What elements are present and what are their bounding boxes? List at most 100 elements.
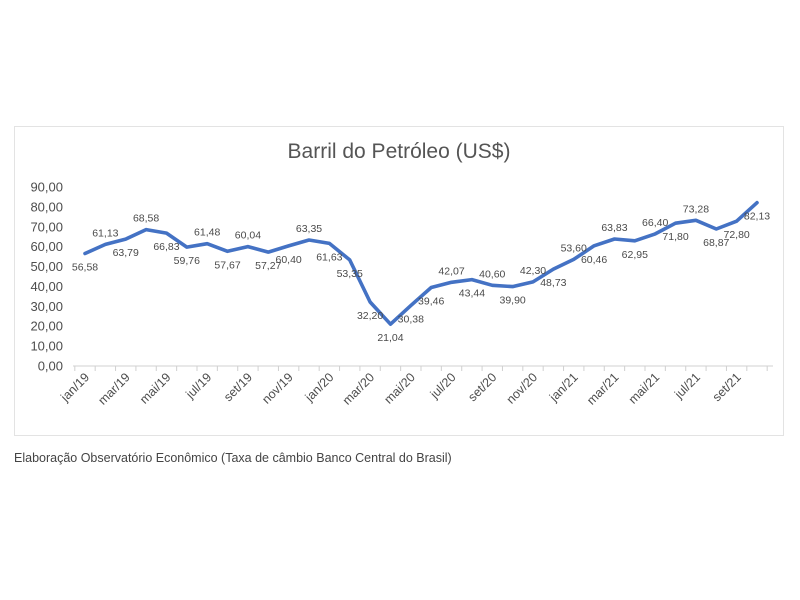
series-line-group <box>83 200 759 326</box>
data-point <box>185 245 189 249</box>
chart-caption: Elaboração Observatório Econômico (Taxa … <box>14 451 452 465</box>
data-point <box>165 231 168 235</box>
data-point <box>83 252 87 255</box>
data-point <box>368 300 372 304</box>
data-label: 30,38 <box>398 314 424 326</box>
x-tick-label: mai/19 <box>137 370 173 406</box>
data-point <box>735 220 738 223</box>
data-point <box>267 250 270 254</box>
data-point <box>491 284 494 287</box>
y-tick-label: 50,00 <box>30 259 63 274</box>
data-point <box>572 258 575 261</box>
data-label: 68,58 <box>133 213 159 225</box>
y-tick-label: 80,00 <box>30 199 63 214</box>
data-point <box>144 228 148 231</box>
data-point <box>694 219 698 222</box>
data-label: 61,48 <box>194 227 220 239</box>
data-label: 72,80 <box>723 229 749 241</box>
x-tick-label: jul/21 <box>671 370 703 402</box>
x-tick-label: jan/20 <box>302 370 337 405</box>
data-point <box>674 221 677 225</box>
data-point <box>715 227 718 231</box>
x-tick-label: set/21 <box>710 370 744 404</box>
y-axis: 0,00 10,00 20,00 30,00 40,00 50,00 60,00 70,00 8… <box>30 180 63 374</box>
y-tick-label: 90,00 <box>30 180 63 195</box>
data-label: 71,80 <box>662 231 688 243</box>
chart-svg: Barril do Petróleo (US$) 0,00 10,00 20,00 3… <box>30 140 773 408</box>
data-point <box>531 280 535 284</box>
x-tick-label: set/19 <box>221 370 255 404</box>
data-label: 43,44 <box>459 288 485 300</box>
data-label: 42,30 <box>520 265 546 277</box>
chart-title: Barril do Petróleo (US$) <box>288 140 511 163</box>
x-tick-label: jul/20 <box>427 370 459 402</box>
data-label: 63,83 <box>601 222 627 234</box>
y-tick-label: 10,00 <box>30 339 63 354</box>
x-tick-label: mai/21 <box>626 370 662 406</box>
data-point <box>755 201 759 204</box>
data-label: 61,13 <box>92 227 118 239</box>
y-tick-label: 0,00 <box>38 359 63 374</box>
data-labels-group: 56,58 61,13 63,79 68,58 66,83 59,76 61,48 57,67… <box>72 203 770 344</box>
data-point <box>328 242 331 245</box>
data-label: 57,67 <box>214 259 240 271</box>
data-point <box>307 238 311 242</box>
data-label: 48,73 <box>540 277 566 289</box>
data-label: 73,28 <box>683 203 709 215</box>
data-label: 39,90 <box>499 295 525 307</box>
x-tick-label: mar/19 <box>95 370 132 407</box>
data-label: 59,76 <box>174 255 200 267</box>
data-point <box>104 243 107 246</box>
y-tick-label: 40,00 <box>30 279 63 294</box>
data-label: 66,83 <box>153 241 179 253</box>
data-point <box>552 267 555 271</box>
data-label: 56,58 <box>72 261 98 273</box>
x-tick-label: jul/19 <box>183 370 215 402</box>
chart-frame: Barril do Petróleo (US$) 0,00 10,00 20,00 3… <box>14 126 784 436</box>
y-tick-label: 20,00 <box>30 319 63 334</box>
y-tick-label: 30,00 <box>30 299 63 314</box>
x-tick-label: jan/19 <box>57 370 92 405</box>
series-line <box>83 200 759 326</box>
x-axis: jan/19 mar/19 mai/19 jul/19 set/19 nov/19 jan/… <box>57 365 773 408</box>
data-point <box>653 232 657 236</box>
data-label: 60,40 <box>275 254 301 266</box>
x-tick-label: mar/20 <box>340 370 377 407</box>
data-point <box>511 285 514 288</box>
data-label: 57,27 <box>255 260 281 272</box>
data-label: 68,87 <box>703 237 729 249</box>
data-point <box>287 244 290 248</box>
data-label: 60,46 <box>581 254 607 266</box>
data-point <box>470 278 474 281</box>
data-label: 21,04 <box>377 332 403 344</box>
data-point <box>205 242 209 245</box>
data-label: 32,20 <box>357 310 383 322</box>
data-label: 40,60 <box>479 268 505 280</box>
data-label: 66,40 <box>642 217 668 229</box>
data-point <box>429 286 433 289</box>
data-label: 60,04 <box>235 230 261 242</box>
data-point <box>633 239 637 242</box>
x-tick-label: mai/20 <box>382 370 418 406</box>
x-tick-label: nov/20 <box>504 370 540 406</box>
data-label: 42,07 <box>438 265 464 277</box>
data-label: 39,46 <box>418 296 444 308</box>
data-label: 53,35 <box>337 268 363 280</box>
data-point <box>592 244 596 247</box>
data-point <box>613 237 616 241</box>
data-point <box>389 322 392 326</box>
data-point <box>246 245 250 248</box>
data-point <box>409 304 413 307</box>
x-tick-label: mar/21 <box>584 370 621 407</box>
data-label: 63,79 <box>113 247 139 259</box>
data-point <box>348 258 351 262</box>
data-point <box>124 237 127 241</box>
data-point <box>450 281 453 284</box>
y-tick-label: 70,00 <box>30 219 63 234</box>
data-label: 61,63 <box>316 251 342 263</box>
data-label: 63,35 <box>296 223 322 235</box>
data-label: 62,95 <box>622 249 648 261</box>
data-point <box>226 250 229 253</box>
x-tick-label: set/20 <box>465 370 499 404</box>
x-tick-label: jan/21 <box>546 370 581 405</box>
